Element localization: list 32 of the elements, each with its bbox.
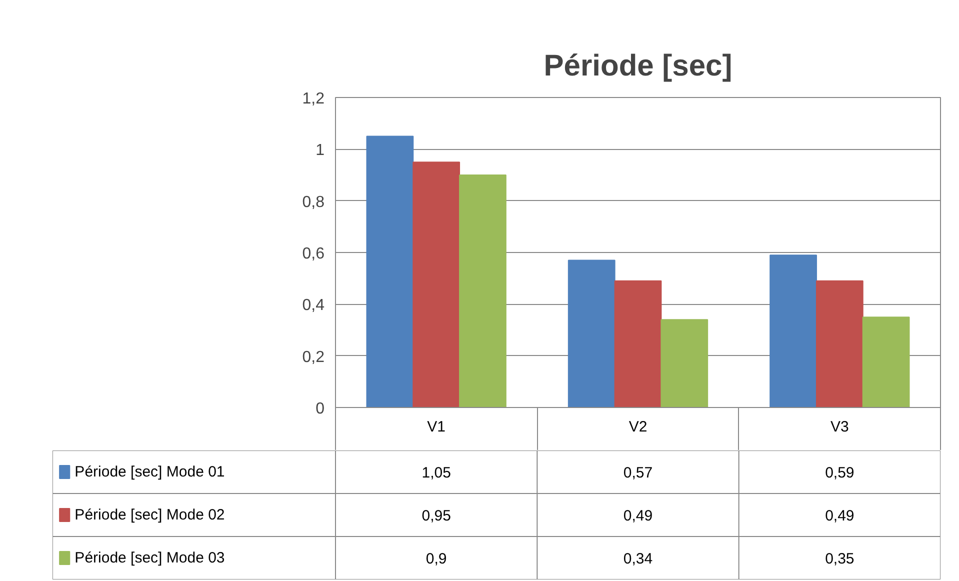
y-tick-label: 0,8	[302, 194, 325, 211]
bar	[614, 280, 662, 408]
data-label: 1,05	[422, 464, 451, 482]
x-tick-label: V3	[830, 418, 849, 436]
bar	[770, 254, 817, 408]
legend-label: Période [sec] Mode 01	[74, 464, 225, 480]
data-label: 0,49	[623, 508, 653, 524]
data-label: 0,34	[623, 550, 653, 568]
y-tick-label: 0,6	[302, 246, 325, 262]
data-label: 0,57	[623, 464, 653, 482]
data-label: 0,49	[825, 508, 854, 524]
legend-label: Période [sec] Mode 02	[74, 506, 225, 524]
bar	[862, 316, 910, 408]
data-label: 0,95	[422, 508, 451, 524]
y-tick-label: 1,2	[302, 90, 325, 108]
legend-label: Période [sec] Mode 03	[74, 550, 225, 566]
bar	[412, 162, 460, 408]
chart-title: Période [sec]	[544, 50, 732, 82]
y-tick-label: 1	[316, 142, 325, 160]
x-tick-label: V2	[628, 418, 648, 436]
bar	[568, 260, 616, 408]
data-label: 0,9	[426, 550, 447, 568]
data-label: 0,59	[825, 464, 854, 482]
data-label: 0,35	[825, 550, 854, 568]
y-tick-label: 0	[316, 400, 325, 418]
bar	[816, 280, 864, 408]
y-tick-label: 0,4	[302, 297, 325, 314]
bar	[459, 174, 506, 408]
bar	[660, 319, 708, 408]
x-tick-label: V1	[427, 418, 446, 436]
y-tick-label: 0,2	[302, 348, 325, 366]
bar	[366, 136, 414, 408]
